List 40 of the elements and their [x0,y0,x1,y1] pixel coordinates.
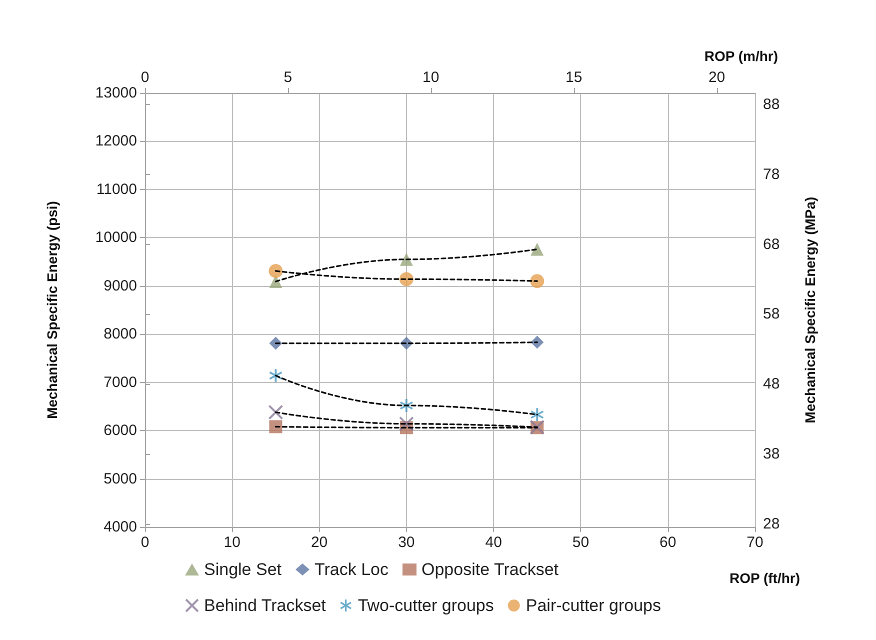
x-tick-label: 0 [140,534,150,551]
legend-label: Opposite Trackset [422,560,559,579]
x2-tick-label: 20 [708,69,726,86]
y2-tick-label: 58 [763,306,780,323]
legend-label: Single Set [204,560,282,579]
x2-axis-title: ROP (m/hr) [704,48,778,64]
x2-tick-label: 15 [566,69,582,86]
y-tick-label: 4000 [104,518,137,536]
y-tick-label: 13000 [95,84,137,102]
x-tick-label: 40 [485,534,502,551]
y-tick-label: 11000 [96,180,137,198]
y2-axis-title: Mechanical Specific Energy (MPa) [802,196,818,424]
x-tick-label: 60 [660,534,676,551]
y-tick-label: 12000 [95,132,137,150]
x2-tick-label: 5 [284,69,292,86]
y-tick-label: 6000 [104,422,137,440]
legend-label: Pair-cutter groups [526,596,662,615]
x-tick-label: 30 [398,534,415,551]
y-tick-label: 8000 [104,326,137,343]
y2-tick-label: 88 [763,96,780,113]
x-tick-label: 10 [224,534,240,551]
y-tick-label: 9000 [104,277,137,294]
y2-tick-label: 68 [763,236,780,253]
y2-tick-label: 28 [763,516,780,533]
x-tick-label: 20 [310,534,328,551]
y-tick-label: 5000 [104,470,137,488]
x-axis-title: ROP (ft/hr) [729,570,800,586]
x2-tick-label: 0 [140,69,150,86]
x-tick-label: 70 [746,534,764,551]
y2-tick-label: 78 [763,166,780,183]
y2-tick-label: 48 [763,376,780,393]
legend-label: Track Loc [314,560,389,579]
y-axis-title: Mechanical Specific Energy (psi) [44,201,60,419]
x-tick-label: 50 [572,534,590,551]
y-tick-label: 7000 [104,374,137,391]
x2-tick-label: 10 [422,69,440,86]
y2-tick-label: 38 [763,446,780,463]
y-tick-label: 10000 [95,229,137,246]
legend-label: Two-cutter groups [358,596,494,615]
legend-label: Behind Trackset [204,596,326,615]
